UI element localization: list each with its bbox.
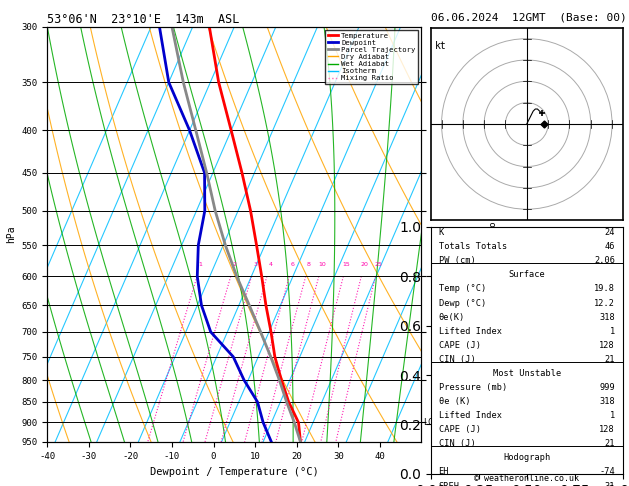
Text: θe (K): θe (K) [438, 397, 470, 406]
Text: 25: 25 [375, 261, 382, 267]
Text: Hodograph: Hodograph [503, 453, 550, 462]
Text: 318: 318 [599, 312, 615, 322]
Y-axis label: km
ASL: km ASL [438, 226, 460, 243]
Text: 128: 128 [599, 341, 615, 350]
Text: Lifted Index: Lifted Index [438, 327, 501, 336]
Text: -74: -74 [599, 468, 615, 476]
Text: 15: 15 [343, 261, 350, 267]
Text: Surface: Surface [508, 270, 545, 279]
Text: CAPE (J): CAPE (J) [438, 425, 481, 434]
Text: 1: 1 [610, 411, 615, 420]
Text: Lifted Index: Lifted Index [438, 411, 501, 420]
Text: 1: 1 [199, 261, 203, 267]
Text: © weatheronline.co.uk: © weatheronline.co.uk [474, 474, 579, 483]
Text: CIN (J): CIN (J) [438, 439, 476, 448]
Text: Totals Totals: Totals Totals [438, 242, 507, 251]
Text: 31: 31 [604, 482, 615, 486]
Text: 21: 21 [604, 439, 615, 448]
Text: 19.8: 19.8 [594, 284, 615, 294]
Text: PW (cm): PW (cm) [438, 256, 476, 265]
Legend: Temperature, Dewpoint, Parcel Trajectory, Dry Adiabat, Wet Adiabat, Isotherm, Mi: Temperature, Dewpoint, Parcel Trajectory… [325, 30, 418, 84]
Text: SREH: SREH [438, 482, 460, 486]
Text: K: K [438, 228, 444, 237]
Text: 12.2: 12.2 [594, 298, 615, 308]
Text: kt: kt [435, 41, 447, 51]
Text: Most Unstable: Most Unstable [493, 369, 561, 378]
Text: 46: 46 [604, 242, 615, 251]
Text: Temp (°C): Temp (°C) [438, 284, 486, 294]
Text: 318: 318 [599, 397, 615, 406]
Text: 8: 8 [307, 261, 311, 267]
Text: 128: 128 [599, 425, 615, 434]
Text: 20: 20 [360, 261, 369, 267]
Text: 6: 6 [291, 261, 294, 267]
X-axis label: Dewpoint / Temperature (°C): Dewpoint / Temperature (°C) [150, 467, 319, 477]
Text: 2: 2 [232, 261, 237, 267]
Text: LCL: LCL [423, 418, 438, 427]
Y-axis label: hPa: hPa [6, 226, 16, 243]
Text: 21: 21 [604, 355, 615, 364]
Text: CAPE (J): CAPE (J) [438, 341, 481, 350]
Text: EH: EH [438, 468, 449, 476]
Text: 999: 999 [599, 383, 615, 392]
Text: Pressure (mb): Pressure (mb) [438, 383, 507, 392]
Text: 10: 10 [318, 261, 326, 267]
Text: 2.06: 2.06 [594, 256, 615, 265]
Text: Mixing Ratio (g/kg): Mixing Ratio (g/kg) [489, 183, 498, 286]
Text: θe(K): θe(K) [438, 312, 465, 322]
Text: 24: 24 [604, 228, 615, 237]
Text: 4: 4 [269, 261, 272, 267]
Text: 1: 1 [610, 327, 615, 336]
Text: 53°06'N  23°10'E  143m  ASL: 53°06'N 23°10'E 143m ASL [47, 13, 240, 26]
Text: 06.06.2024  12GMT  (Base: 00): 06.06.2024 12GMT (Base: 00) [431, 12, 626, 22]
Text: 3: 3 [253, 261, 257, 267]
Text: CIN (J): CIN (J) [438, 355, 476, 364]
Text: Dewp (°C): Dewp (°C) [438, 298, 486, 308]
